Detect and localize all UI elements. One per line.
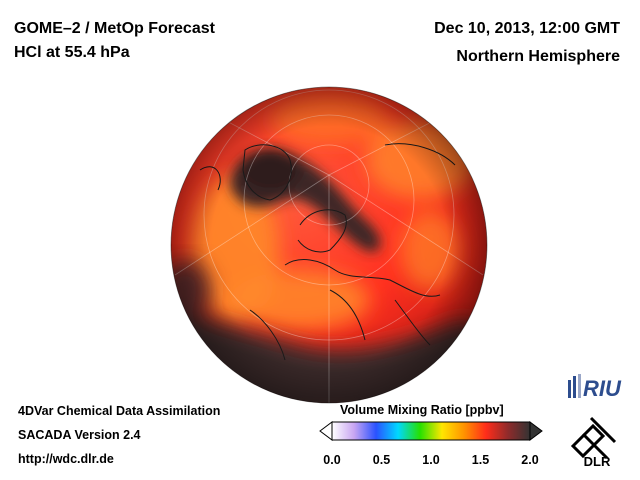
colorbar-title: Volume Mixing Ratio [ppbv] (340, 403, 504, 417)
forecast-datetime: Dec 10, 2013, 12:00 GMT (434, 20, 620, 37)
dlr-logo-text: DLR (584, 454, 611, 468)
colorbar-tick-label: 0.5 (373, 453, 390, 467)
dlr-logo: DLR (565, 412, 627, 473)
version-label: SACADA Version 2.4 (18, 428, 141, 442)
dlr-logo-mark: DLR (570, 416, 617, 469)
colorbar-max-arrow (529, 421, 543, 441)
riu-logo-mark: RIU (568, 374, 622, 401)
colorbar-tick-label: 1.5 (472, 453, 489, 467)
product-title: GOME–2 / MetOp Forecast (14, 20, 215, 37)
species-level: HCl at 55.4 hPa (14, 44, 130, 61)
method-label: 4DVar Chemical Data Assimilation (18, 404, 221, 418)
region-label: Northern Hemisphere (456, 48, 620, 65)
colorbar-bar (331, 421, 531, 441)
colorbar-tick-label: 1.0 (422, 453, 439, 467)
riu-logo: RIU (565, 372, 627, 407)
colorbar-tick-label: 2.0 (521, 453, 538, 467)
riu-logo-text: RIU (583, 376, 622, 401)
colorbar-tick-label: 0.0 (323, 453, 340, 467)
colorbar-min-arrow (319, 421, 333, 441)
website-link[interactable]: http://wdc.dlr.de (18, 452, 114, 466)
